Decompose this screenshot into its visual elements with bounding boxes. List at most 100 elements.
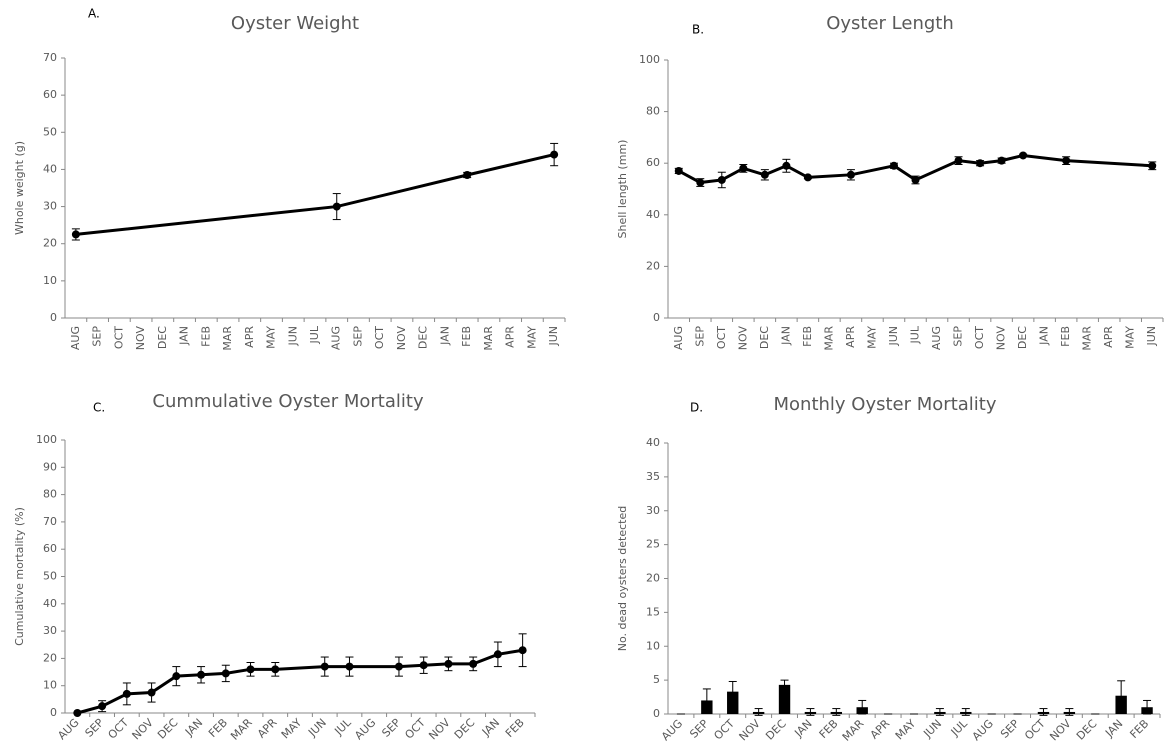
marker (98, 702, 107, 711)
y-tick-label: 60 (43, 542, 57, 555)
x-tick-label: AUG (55, 716, 81, 742)
y-tick-label: 40 (646, 436, 660, 449)
x-tick-label: JUL (331, 715, 354, 738)
y-tick-label: 20 (646, 259, 660, 272)
y-tick-label: 10 (646, 639, 660, 652)
x-tick-label: MAY (265, 326, 278, 349)
x-tick-label: AUG (672, 326, 685, 350)
x-tick-label: SEP (379, 716, 403, 740)
x-tick-label: MAY (893, 717, 919, 743)
y-tick-label: 20 (43, 651, 57, 664)
x-tick-label: MAR (228, 716, 255, 743)
y-tick-label: 60 (646, 156, 660, 169)
marker (911, 175, 920, 184)
marker (221, 669, 230, 678)
y-tick-label: 35 (646, 470, 660, 483)
marker (760, 170, 769, 179)
x-tick-label: OCT (402, 716, 428, 742)
x-tick-label: NOV (736, 326, 749, 351)
x-tick-label: MAY (279, 716, 305, 742)
line (678, 153, 1153, 185)
x-tick-label: OCT (1022, 717, 1048, 743)
marker (172, 672, 181, 681)
y-tick-label: 100 (639, 53, 660, 66)
x-tick-label: DEC (1016, 326, 1029, 349)
y-tick-label: 0 (653, 707, 660, 720)
x-tick-label: FEB (460, 326, 473, 347)
marker (674, 166, 683, 175)
x-tick-label: OCT (711, 717, 737, 743)
marker (889, 161, 898, 170)
x-tick-label: FEB (503, 716, 527, 740)
y-tick-label: 0 (50, 311, 57, 324)
marker (320, 662, 329, 671)
y-tick-label: 70 (43, 515, 57, 528)
y-tick-label: 0 (50, 706, 57, 719)
x-tick-label: NOV (395, 326, 408, 351)
x-tick-label: JAN (1038, 326, 1051, 346)
x-tick-label: OCT (106, 716, 132, 742)
x-tick-label: NOV (737, 717, 764, 744)
chart-title: Oyster Weight (231, 13, 359, 34)
x-tick-label: NOV (995, 326, 1008, 351)
x-tick-label: NOV (130, 716, 157, 743)
x-tick-label: MAR (1081, 326, 1094, 351)
x-tick-label: DEC (156, 326, 169, 349)
x-tick-label: DEC (452, 716, 478, 742)
x-tick-label: OCT (373, 326, 386, 349)
x-tick-label: NOV (134, 326, 147, 351)
marker (332, 202, 341, 211)
x-tick-label: AUG (330, 326, 343, 350)
panel-label: D. (690, 401, 703, 415)
x-tick-label: DEC (1074, 717, 1100, 743)
marker (246, 665, 255, 674)
x-tick-label: APR (504, 326, 517, 348)
x-tick-label: MAR (840, 717, 867, 744)
x-tick-label: MAY (525, 326, 538, 349)
x-tick-label: JAN (1102, 717, 1125, 740)
marker (739, 164, 748, 173)
marker (444, 659, 453, 668)
chart-title: Oyster Length (826, 13, 954, 34)
x-tick-label: DEC (763, 717, 789, 743)
marker (122, 689, 131, 698)
y-tick-label: 80 (43, 488, 57, 501)
y-tick-label: 10 (43, 679, 57, 692)
x-tick-label: FEB (817, 717, 841, 741)
chart-title: Monthly Oyster Mortality (774, 394, 997, 415)
marker (717, 175, 726, 184)
marker (147, 688, 156, 697)
marker (782, 161, 791, 170)
bar (727, 691, 739, 714)
y-tick-label: 40 (646, 208, 660, 221)
y-tick-label: 40 (43, 597, 57, 610)
x-tick-label: APR (1102, 326, 1115, 348)
x-tick-label: JUL (948, 716, 971, 739)
marker (197, 670, 206, 679)
x-tick-label: APR (844, 326, 857, 348)
y-tick-label: 20 (646, 572, 660, 585)
marker (550, 150, 559, 159)
x-tick-label: APR (243, 326, 256, 348)
marker (419, 661, 428, 670)
marker (976, 159, 985, 168)
x-tick-label: JUN (547, 326, 560, 347)
x-tick-label: JAN (779, 326, 792, 346)
y-tick-label: 100 (36, 433, 57, 446)
bar (778, 684, 791, 714)
y-tick-label: 30 (43, 200, 57, 213)
x-tick-label: AUG (352, 716, 378, 742)
marker (469, 659, 478, 668)
x-tick-label: JAN (438, 326, 451, 346)
marker (696, 178, 705, 187)
x-tick-label: JUN (305, 716, 329, 740)
panel-label: B. (692, 23, 704, 37)
marker (1019, 151, 1028, 160)
y-tick-label: 0 (653, 311, 660, 324)
y-tick-label: 30 (646, 504, 660, 517)
x-tick-label: FEB (206, 716, 230, 740)
marker (271, 665, 280, 674)
y-tick-label: 5 (653, 673, 660, 686)
x-tick-label: MAY (1124, 326, 1137, 349)
